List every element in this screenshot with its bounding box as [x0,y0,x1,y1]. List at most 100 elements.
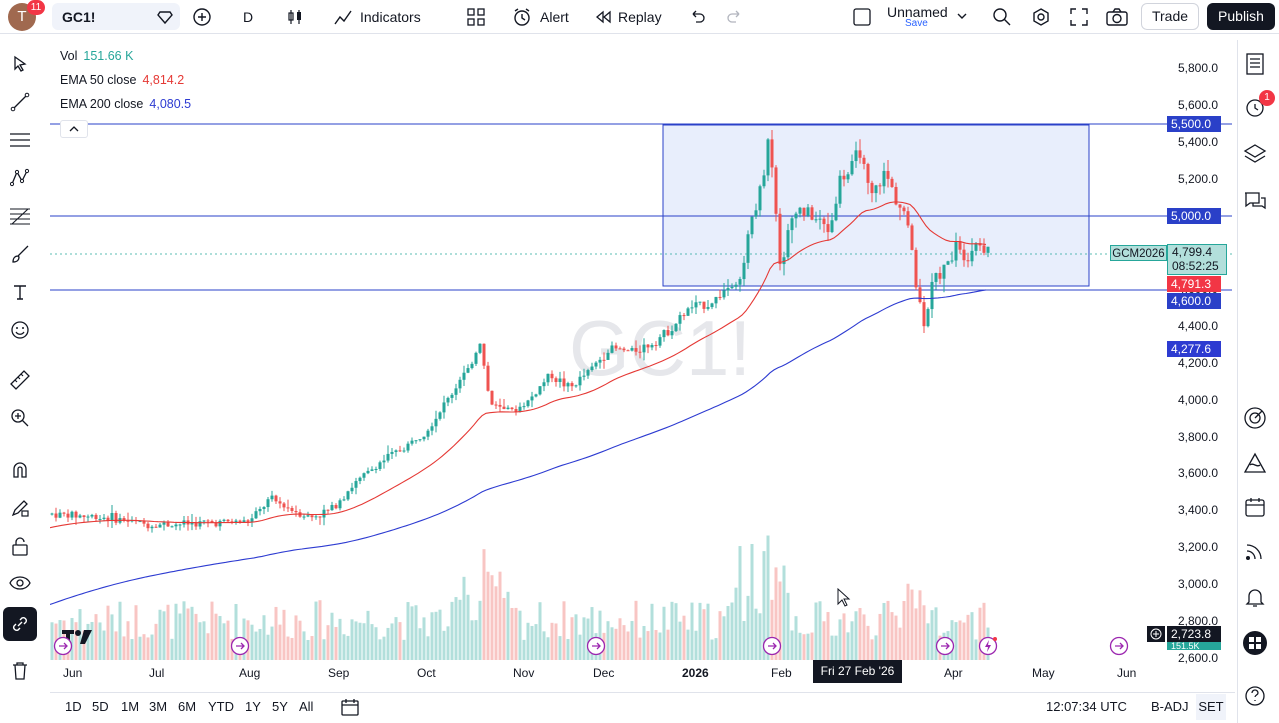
price-axis[interactable]: 5,800.05,600.05,400.05,200.05,000.04,800… [1167,40,1232,690]
apps-grid-icon[interactable] [1240,628,1270,658]
candles-icon[interactable] [284,6,306,28]
quick-search-icon[interactable] [991,6,1013,28]
time-axis[interactable]: Jun Jul Aug Sep Oct Nov Dec 2026 Feb Apr May Jun [50,660,1232,690]
event-arrow-icon[interactable] [53,636,73,656]
range-button-5y[interactable]: 5Y [272,699,288,714]
pattern-icon[interactable] [5,163,35,193]
emoji-icon[interactable] [5,315,35,345]
range-button-6m[interactable]: 6M [178,699,197,714]
volume-bar [666,629,670,660]
candle-body [498,404,502,407]
diamond-icon[interactable] [156,8,174,26]
ideas-icon[interactable] [1240,448,1270,478]
volume-bar [74,622,78,660]
volume-bar [730,602,734,660]
layout-save-link[interactable]: Save [905,18,928,29]
chart-pane[interactable]: GC1! Vol 151.66 K EMA 50 close 4,814.2 EMA… [50,40,1232,690]
event-arrow-icon[interactable] [586,636,606,656]
publish-button[interactable]: Publish [1207,3,1275,30]
event-arrow-icon[interactable] [230,636,250,656]
eye-icon[interactable] [5,568,35,598]
settings-gear-icon[interactable] [1030,6,1052,28]
layout-name[interactable]: Unnamed [887,4,948,20]
indicators-button[interactable]: Indicators [360,9,421,25]
trash-icon[interactable] [5,656,35,686]
fib-retracement-icon[interactable] [5,201,35,231]
candle-body [438,412,442,419]
alarm-clock-icon[interactable] [1240,92,1270,122]
trend-line-icon[interactable] [5,87,35,117]
text-tool-icon[interactable] [5,277,35,307]
pencil-lock-icon[interactable] [5,493,35,523]
candle-body [318,516,322,518]
candle-body [894,186,898,205]
vol-value: 151.66 K [83,49,134,63]
redo-icon[interactable] [724,6,746,28]
candle-body [634,348,638,352]
chevron-down-icon[interactable] [954,8,970,24]
cursor-icon[interactable] [5,49,35,79]
collapse-legend-button[interactable] [60,120,88,138]
fullscreen-icon[interactable] [1068,6,1090,28]
candle-body [418,439,422,441]
legend-ema200[interactable]: EMA 200 close 4,080.5 [60,97,191,111]
target-icon[interactable] [1240,403,1270,433]
volume-bar [102,630,106,660]
volume-bar [822,621,826,660]
add-compare-icon[interactable] [191,6,213,28]
clock-timezone[interactable]: 12:07:34 UTC [1046,699,1127,714]
volume-bar [270,626,274,660]
bell-icon[interactable] [1240,582,1270,612]
price-chart[interactable]: GC1! [50,40,1232,690]
chat-icon[interactable] [1240,186,1270,216]
layout-grid-icon[interactable] [465,6,487,28]
ruler-icon[interactable] [5,365,35,395]
volume-bar [830,635,834,660]
b-adj-toggle[interactable]: B-ADJ [1151,699,1189,714]
candle-body [794,213,798,219]
replay-button[interactable]: Replay [618,9,662,25]
candle-body [638,351,642,353]
candle-body [842,175,846,180]
camera-icon[interactable] [1105,6,1129,28]
date-range-calendar-icon[interactable] [339,697,361,717]
candle-body [402,450,406,452]
alert-button[interactable]: Alert [540,9,569,25]
link-icon[interactable] [3,607,37,641]
candle-body [342,499,346,501]
range-button-1m[interactable]: 1M [121,699,140,714]
range-button-all[interactable]: All [299,699,314,714]
broadcast-icon[interactable] [1240,536,1270,566]
layers-icon[interactable] [1240,139,1270,169]
brush-icon[interactable] [5,239,35,269]
lock-icon[interactable] [5,531,35,561]
help-icon[interactable] [1240,681,1270,711]
volume-bar [206,633,210,660]
event-arrow-icon[interactable] [762,636,782,656]
range-button-ytd[interactable]: YTD [208,699,234,714]
legend-ema50[interactable]: EMA 50 close 4,814.2 [60,73,184,87]
rectangle-drawing[interactable] [662,124,1090,287]
trade-button[interactable]: Trade [1141,3,1199,30]
horizontal-lines-icon[interactable] [5,125,35,155]
undo-icon[interactable] [686,6,708,28]
volume-bar [482,549,486,660]
watchlist-icon[interactable] [1240,49,1270,79]
session-toggle[interactable]: SET [1196,694,1226,720]
magnet-icon[interactable] [5,455,35,485]
layout-checkbox-icon[interactable] [852,7,872,27]
add-plus-icon[interactable] [1147,626,1165,642]
event-lightning-icon[interactable] [978,636,998,656]
range-button-1d[interactable]: 1D [65,699,82,714]
event-arrow-icon[interactable] [935,636,955,656]
range-button-3m[interactable]: 3M [149,699,168,714]
candle-body [254,511,258,519]
range-button-1y[interactable]: 1Y [245,699,261,714]
interval-button[interactable]: D [243,9,254,25]
candle-body [838,175,842,204]
range-button-5d[interactable]: 5D [92,699,109,714]
volume-bar [502,597,506,660]
event-arrow-icon[interactable] [1109,636,1129,656]
zoom-in-icon[interactable] [5,403,35,433]
calendar-icon[interactable] [1240,492,1270,522]
